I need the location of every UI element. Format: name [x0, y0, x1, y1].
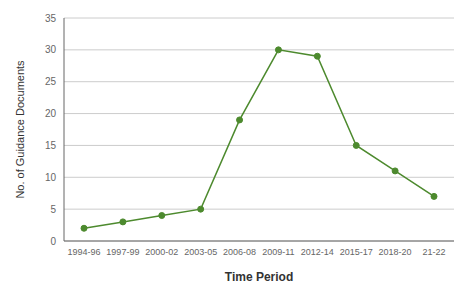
svg-text:21-22: 21-22: [422, 247, 445, 257]
svg-text:35: 35: [45, 13, 57, 24]
svg-text:30: 30: [45, 44, 57, 55]
svg-text:0: 0: [50, 236, 56, 247]
svg-text:2009-11: 2009-11: [262, 247, 294, 257]
svg-text:No. of Guidance Documents: No. of Guidance Documents: [14, 60, 26, 199]
svg-text:15: 15: [45, 140, 57, 151]
svg-text:1994-96: 1994-96: [67, 247, 100, 257]
svg-text:2015-17: 2015-17: [340, 247, 373, 257]
svg-text:5: 5: [50, 204, 56, 215]
svg-text:20: 20: [45, 108, 57, 119]
svg-text:10: 10: [45, 172, 57, 183]
svg-text:25: 25: [45, 76, 57, 87]
svg-text:2000-02: 2000-02: [145, 247, 178, 257]
svg-text:1997-99: 1997-99: [106, 247, 139, 257]
svg-text:2006-08: 2006-08: [223, 247, 256, 257]
svg-text:Time Period: Time Period: [225, 270, 293, 284]
svg-text:2018-20: 2018-20: [379, 247, 412, 257]
svg-text:2012-14: 2012-14: [301, 247, 334, 257]
svg-text:2003-05: 2003-05: [184, 247, 217, 257]
